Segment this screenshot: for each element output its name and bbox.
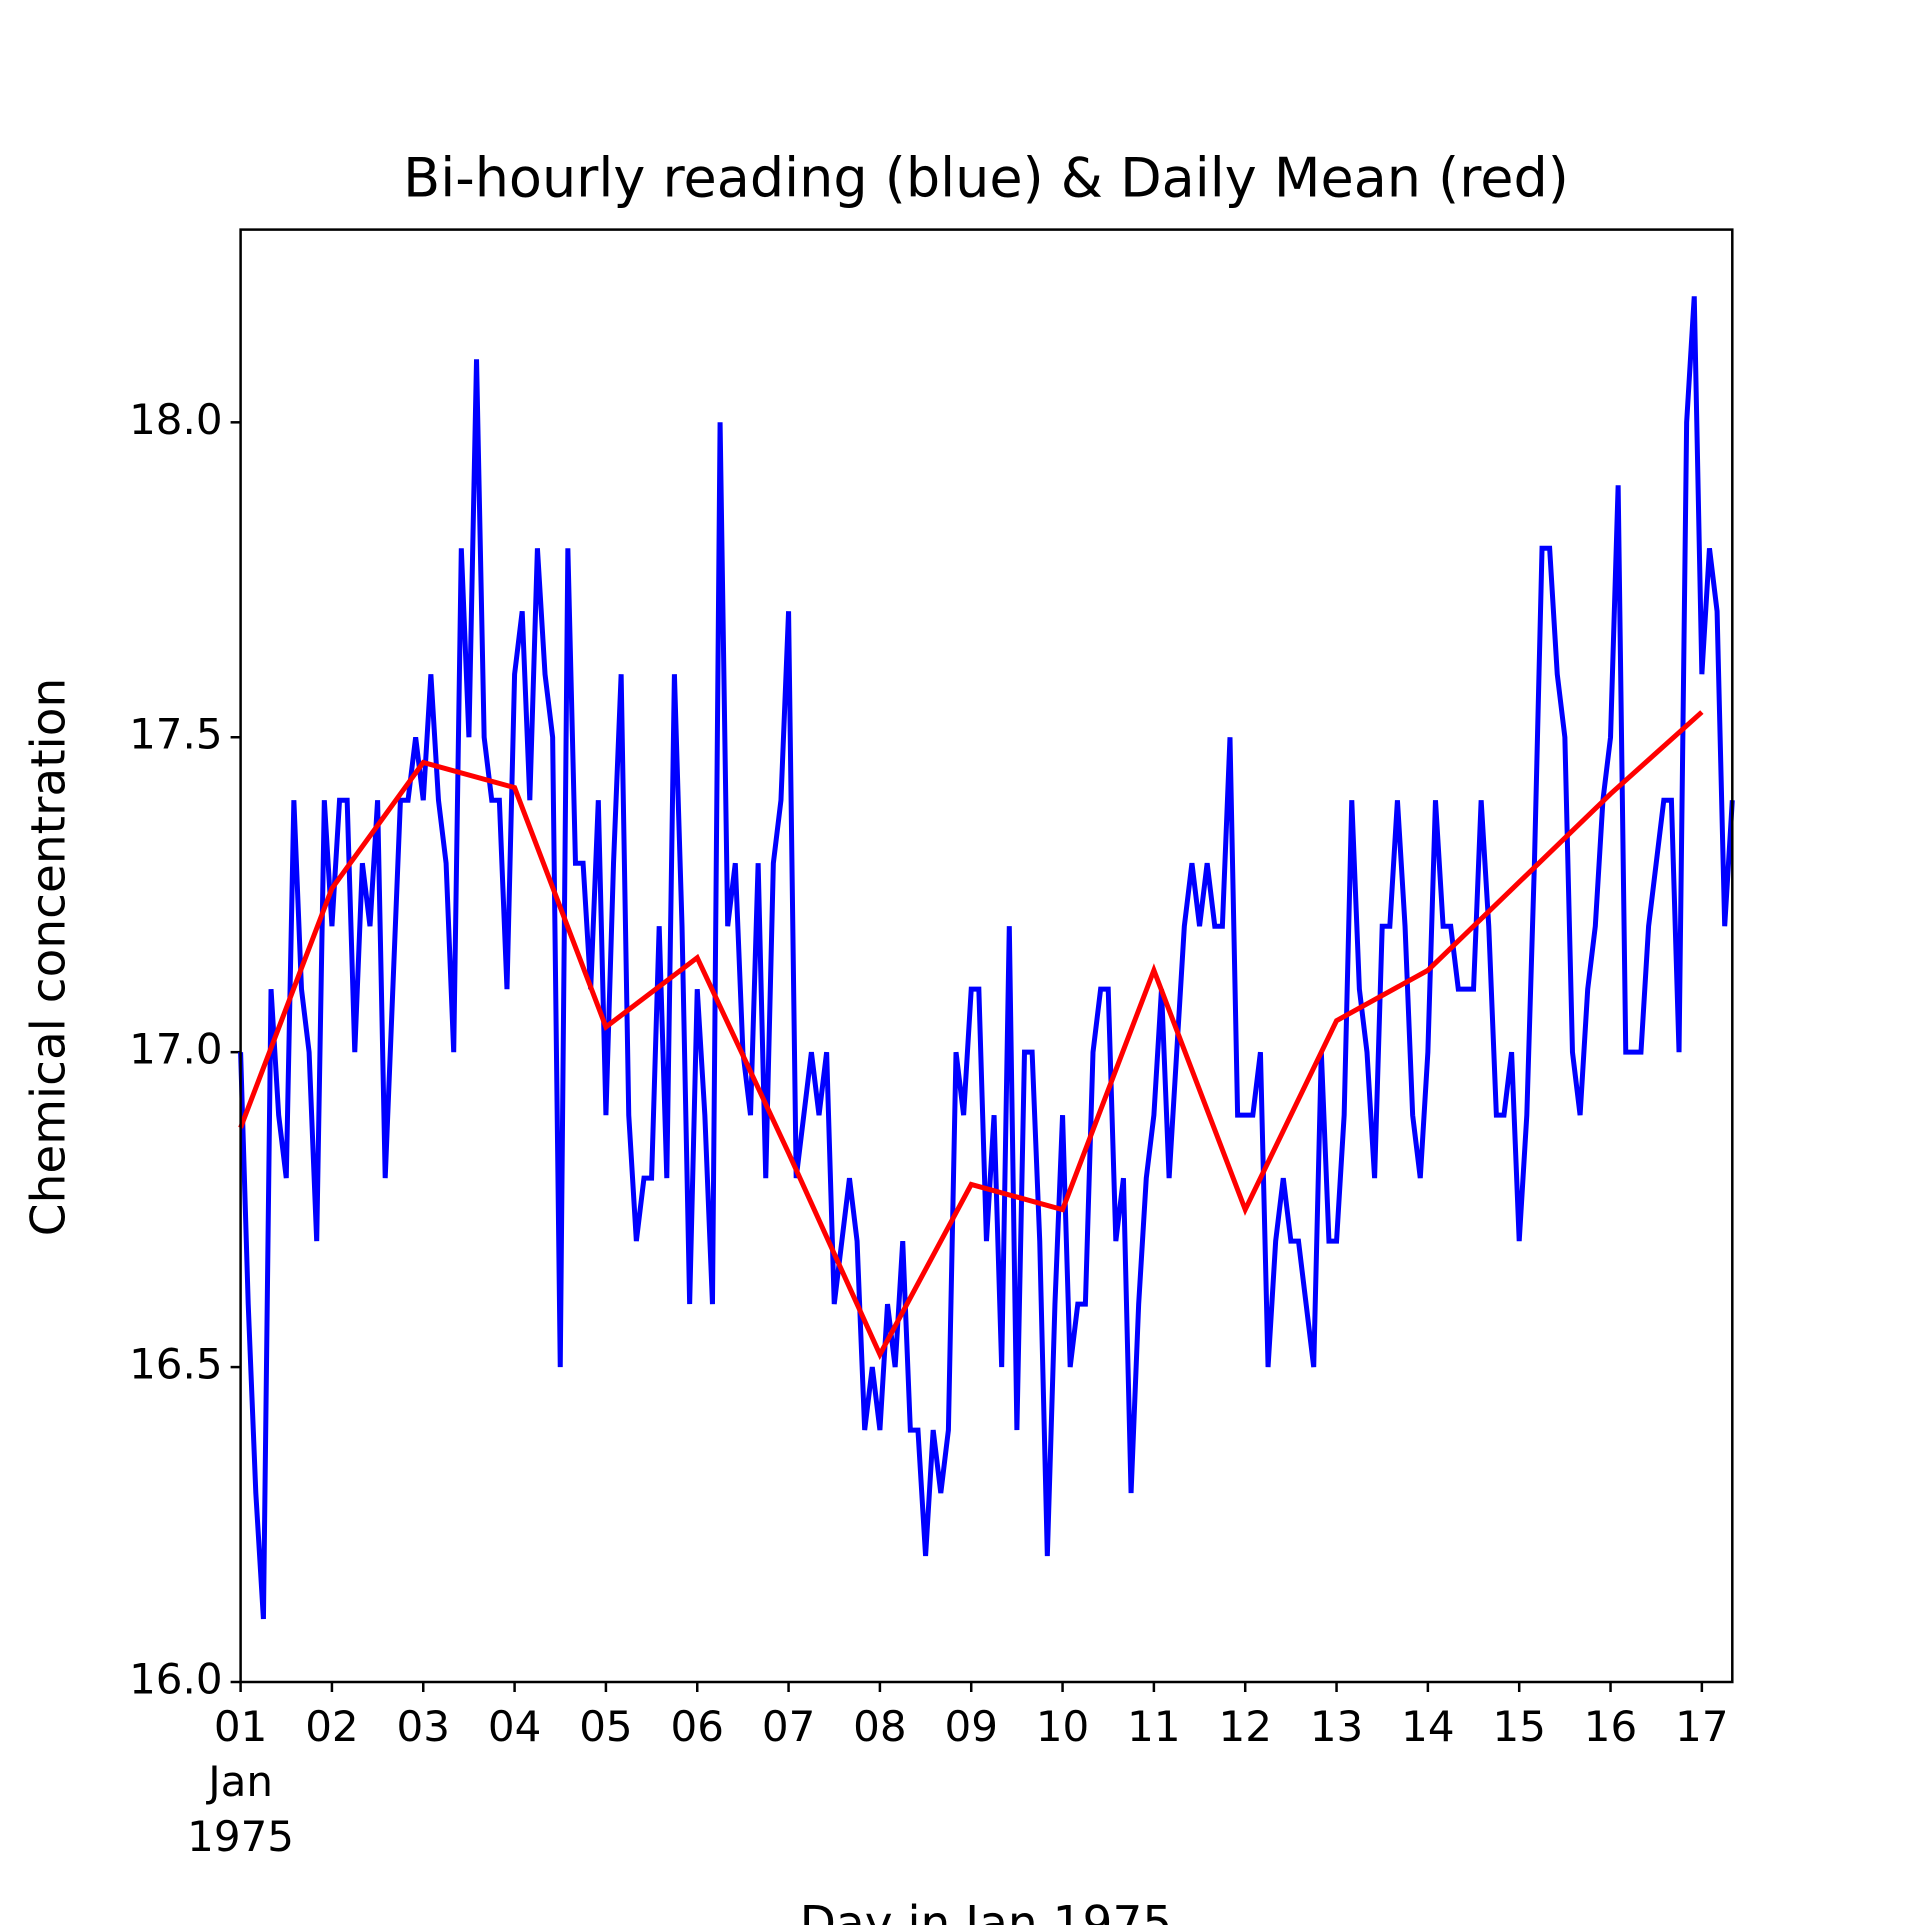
x-tick-label: 12: [1218, 1702, 1271, 1751]
x-tick-label: 04: [488, 1702, 541, 1751]
chart-title: Bi-hourly reading (blue) & Daily Mean (r…: [403, 147, 1569, 210]
x-tick-label: 14: [1401, 1702, 1454, 1751]
x-tick-label-line: Jan: [205, 1757, 273, 1806]
y-tick-label: 18.0: [129, 395, 223, 444]
y-tick-label: 16.0: [129, 1655, 223, 1704]
x-tick-label: 13: [1310, 1702, 1363, 1751]
y-tick-label: 16.5: [129, 1340, 223, 1389]
x-tick-label: 10: [1036, 1702, 1089, 1751]
x-tick-label: 02: [305, 1702, 358, 1751]
x-tick-label: 07: [762, 1702, 815, 1751]
x-tick-label: 05: [579, 1702, 632, 1751]
x-tick-label-line: 01: [214, 1702, 267, 1751]
x-tick-label: 03: [397, 1702, 450, 1751]
data-line: [238, 710, 1704, 1361]
x-axis-label: Day in Jan 1975: [800, 1897, 1173, 1925]
x-tick-label-line: 1975: [187, 1812, 294, 1861]
x-tick-label: 01 Jan 1975: [187, 1702, 294, 1861]
x-tick-label: 06: [671, 1702, 724, 1751]
y-tick-label: 17.0: [129, 1025, 223, 1074]
x-tick-label: 16: [1584, 1702, 1637, 1751]
x-tick-label: 11: [1127, 1702, 1180, 1751]
x-tick-label: 09: [945, 1702, 998, 1751]
x-tick-label: 17: [1675, 1702, 1728, 1751]
x-tick-label: 15: [1492, 1702, 1545, 1751]
y-axis-label: Chemical concentration: [22, 678, 77, 1237]
y-tick-label: 17.5: [129, 710, 223, 759]
plot-frame: [239, 228, 1734, 1684]
x-tick-label: 08: [853, 1702, 906, 1751]
